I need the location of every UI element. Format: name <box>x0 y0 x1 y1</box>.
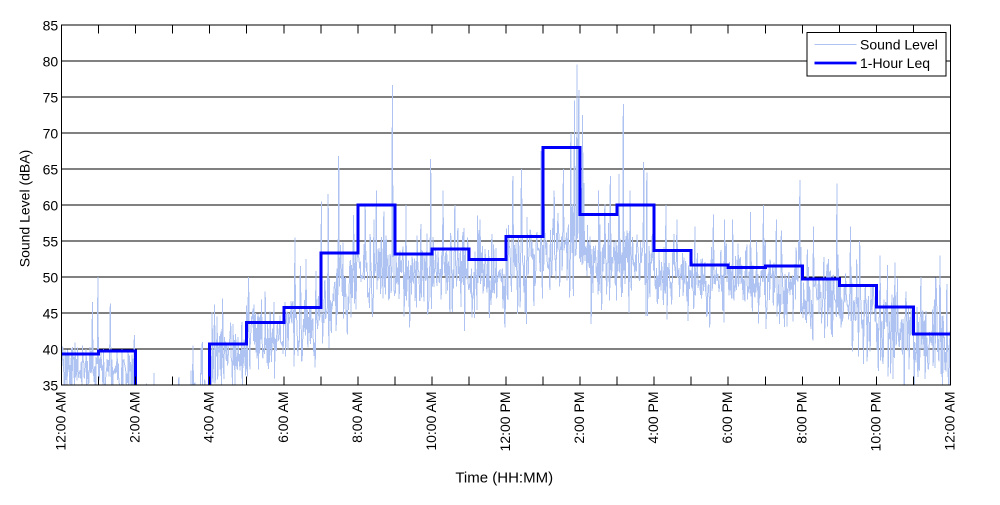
svg-text:10:00 AM: 10:00 AM <box>423 392 439 451</box>
svg-text:55: 55 <box>43 234 59 250</box>
svg-text:12:00 AM: 12:00 AM <box>53 392 69 451</box>
svg-text:80: 80 <box>43 54 59 70</box>
svg-text:85: 85 <box>43 18 59 34</box>
svg-text:12:00 AM: 12:00 AM <box>942 392 958 451</box>
svg-text:50: 50 <box>43 270 59 286</box>
svg-text:Sound Level: Sound Level <box>860 37 938 53</box>
svg-text:8:00 PM: 8:00 PM <box>793 392 809 444</box>
svg-text:35: 35 <box>43 378 59 394</box>
svg-text:10:00 PM: 10:00 PM <box>867 392 883 452</box>
svg-text:1-Hour Leq: 1-Hour Leq <box>860 55 930 71</box>
svg-text:45: 45 <box>43 306 59 322</box>
svg-text:6:00 PM: 6:00 PM <box>719 392 735 444</box>
svg-text:75: 75 <box>43 90 59 106</box>
svg-text:6:00 AM: 6:00 AM <box>275 392 291 443</box>
svg-text:2:00 PM: 2:00 PM <box>571 392 587 444</box>
svg-text:40: 40 <box>43 342 59 358</box>
svg-text:65: 65 <box>43 162 59 178</box>
svg-text:8:00 AM: 8:00 AM <box>349 392 365 443</box>
svg-text:Sound Level (dBA): Sound Level (dBA) <box>16 150 32 268</box>
svg-text:Time (HH:MM): Time (HH:MM) <box>455 470 553 487</box>
svg-text:12:00 PM: 12:00 PM <box>497 392 513 452</box>
svg-text:60: 60 <box>43 198 59 214</box>
svg-text:2:00 AM: 2:00 AM <box>127 392 143 443</box>
svg-text:4:00 PM: 4:00 PM <box>645 392 661 444</box>
svg-text:4:00 AM: 4:00 AM <box>201 392 217 443</box>
svg-text:70: 70 <box>43 126 59 142</box>
